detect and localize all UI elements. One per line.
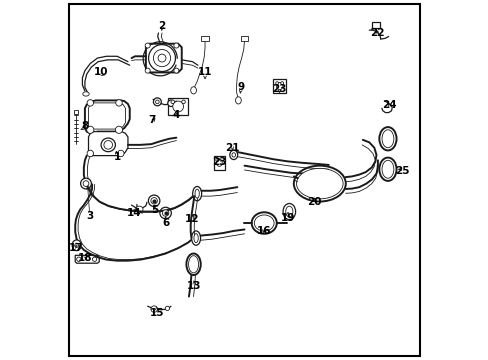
Ellipse shape — [188, 256, 198, 273]
Ellipse shape — [72, 240, 81, 251]
Text: 16: 16 — [257, 226, 271, 236]
Text: 6: 6 — [162, 218, 169, 228]
Ellipse shape — [160, 207, 171, 219]
Bar — [168, 98, 187, 114]
Ellipse shape — [148, 45, 175, 72]
Text: 18: 18 — [78, 253, 92, 263]
Ellipse shape — [231, 153, 235, 157]
Ellipse shape — [381, 160, 393, 178]
Ellipse shape — [229, 150, 237, 159]
Ellipse shape — [81, 178, 91, 189]
Ellipse shape — [379, 127, 396, 150]
Ellipse shape — [101, 138, 115, 152]
Text: 14: 14 — [127, 208, 142, 218]
Polygon shape — [88, 103, 125, 129]
Ellipse shape — [165, 306, 169, 311]
Ellipse shape — [381, 130, 393, 148]
Polygon shape — [85, 100, 129, 134]
Ellipse shape — [153, 98, 161, 106]
Bar — [273, 79, 285, 93]
Ellipse shape — [379, 158, 396, 181]
Ellipse shape — [174, 43, 179, 48]
Text: 23: 23 — [212, 157, 226, 167]
Bar — [214, 156, 224, 170]
Ellipse shape — [151, 198, 157, 204]
Ellipse shape — [254, 215, 274, 231]
Ellipse shape — [162, 210, 168, 216]
Ellipse shape — [104, 140, 112, 149]
Ellipse shape — [136, 206, 142, 213]
Ellipse shape — [190, 87, 196, 94]
Ellipse shape — [182, 100, 185, 104]
Text: 17: 17 — [68, 243, 83, 253]
Text: 21: 21 — [224, 143, 239, 153]
Ellipse shape — [276, 82, 282, 90]
Ellipse shape — [158, 54, 165, 62]
Ellipse shape — [275, 82, 278, 85]
Text: 10: 10 — [94, 67, 108, 77]
Ellipse shape — [155, 100, 159, 104]
Text: 11: 11 — [198, 67, 212, 77]
Ellipse shape — [153, 49, 170, 67]
Bar — [371, 22, 379, 28]
Text: 7: 7 — [148, 115, 155, 125]
Ellipse shape — [75, 243, 78, 247]
Ellipse shape — [82, 92, 89, 96]
Bar — [201, 36, 208, 41]
Text: 25: 25 — [394, 166, 409, 176]
Ellipse shape — [145, 68, 150, 73]
Ellipse shape — [195, 189, 199, 198]
Text: 22: 22 — [369, 28, 384, 38]
Ellipse shape — [285, 206, 292, 217]
Ellipse shape — [171, 100, 174, 104]
Ellipse shape — [86, 126, 94, 134]
Ellipse shape — [145, 43, 150, 48]
Ellipse shape — [174, 68, 179, 73]
Ellipse shape — [167, 100, 174, 107]
Text: 8: 8 — [81, 121, 88, 131]
Ellipse shape — [92, 257, 97, 261]
Text: 20: 20 — [306, 197, 321, 207]
Bar — [74, 110, 78, 114]
Text: 1: 1 — [113, 152, 121, 162]
Ellipse shape — [151, 306, 157, 312]
Ellipse shape — [283, 203, 295, 220]
Ellipse shape — [87, 150, 93, 157]
Text: 23: 23 — [272, 84, 286, 94]
Text: 12: 12 — [185, 215, 199, 224]
Bar — [241, 36, 247, 41]
Ellipse shape — [172, 101, 183, 112]
Ellipse shape — [192, 186, 201, 201]
Ellipse shape — [280, 82, 283, 85]
Ellipse shape — [77, 257, 81, 261]
Ellipse shape — [293, 166, 345, 202]
Ellipse shape — [186, 253, 201, 275]
Text: 9: 9 — [237, 82, 244, 92]
Ellipse shape — [216, 159, 222, 166]
Ellipse shape — [194, 234, 198, 243]
Ellipse shape — [117, 150, 124, 157]
Ellipse shape — [87, 100, 93, 106]
Text: 5: 5 — [151, 206, 158, 216]
Ellipse shape — [251, 212, 276, 234]
Text: 19: 19 — [280, 213, 294, 222]
Ellipse shape — [235, 97, 241, 104]
Polygon shape — [145, 44, 182, 72]
Ellipse shape — [83, 181, 89, 186]
Text: 4: 4 — [172, 111, 180, 121]
Text: 15: 15 — [149, 308, 163, 318]
Ellipse shape — [215, 158, 218, 161]
Text: 2: 2 — [158, 21, 165, 31]
Ellipse shape — [148, 195, 160, 207]
Ellipse shape — [191, 231, 200, 245]
Ellipse shape — [116, 100, 122, 106]
Polygon shape — [88, 132, 128, 156]
Ellipse shape — [115, 126, 122, 134]
Ellipse shape — [296, 168, 343, 199]
Text: 3: 3 — [86, 211, 93, 221]
Text: 13: 13 — [187, 281, 201, 291]
Text: 24: 24 — [382, 100, 396, 110]
Polygon shape — [75, 255, 99, 263]
